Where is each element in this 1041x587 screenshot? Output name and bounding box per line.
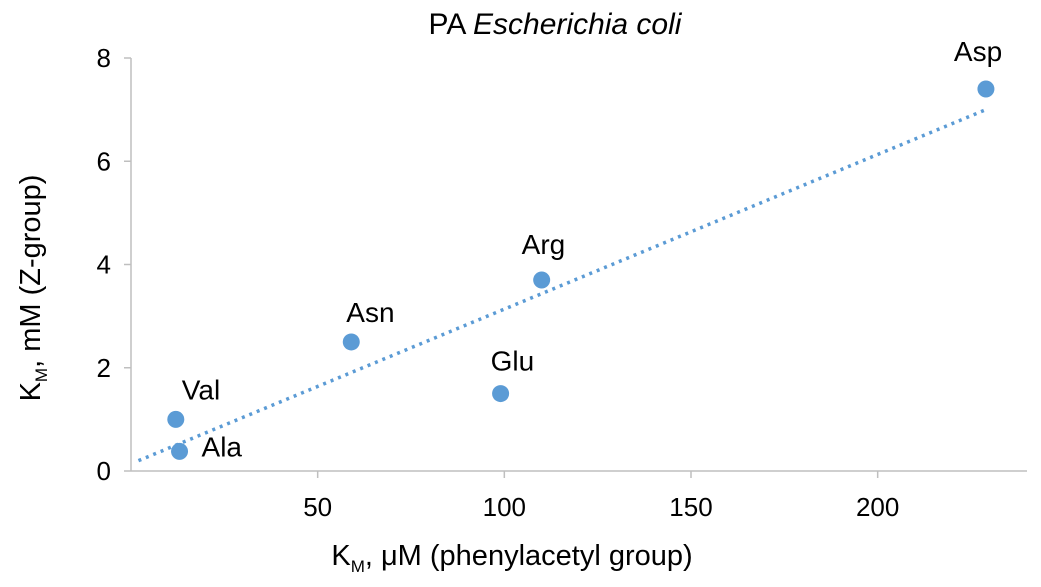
x-axis-label-rest: , μM (phenylacetyl group) (365, 540, 693, 572)
point-label-glu: Glu (491, 346, 535, 377)
y-axis-label-rest: , mM (Z-group) (15, 175, 47, 368)
x-tick-label: 50 (303, 492, 332, 522)
point-label-val: Val (182, 374, 220, 405)
point-labels: Val Ala Asn Glu Arg Asp (182, 36, 1002, 462)
data-point-asn (342, 333, 360, 351)
data-point-asp (977, 80, 995, 98)
data-point-ala (171, 442, 189, 460)
point-label-asp: Asp (954, 36, 1002, 67)
x-axis-label-sub: M (351, 557, 365, 576)
y-ticks: 0 2 4 6 8 (97, 43, 131, 486)
data-point-val (167, 410, 185, 428)
y-axis-label: KM, mM (Z-group) (15, 175, 51, 402)
x-tick-label: 150 (669, 492, 712, 522)
x-axis-label-main: K (331, 540, 351, 572)
x-tick-label: 200 (856, 492, 899, 522)
y-axis-label-sub: M (32, 368, 51, 382)
data-point-arg (533, 271, 551, 289)
y-tick-label: 8 (97, 43, 111, 73)
y-axis-label-main: K (15, 381, 47, 401)
x-ticks: 50 100 150 200 (303, 471, 899, 522)
data-points (167, 80, 995, 460)
y-tick-label: 0 (97, 456, 111, 486)
chart-title-organism: Escherichia coli (473, 8, 683, 41)
x-tick-label: 100 (483, 492, 526, 522)
y-tick-label: 4 (97, 250, 111, 280)
trend-line (137, 108, 987, 463)
data-point-glu (492, 385, 510, 403)
y-tick-label: 2 (97, 353, 111, 383)
x-axis-label: KM, μM (phenylacetyl group) (331, 540, 692, 576)
point-label-arg: Arg (522, 229, 566, 260)
y-tick-label: 6 (97, 146, 111, 176)
point-label-asn: Asn (346, 297, 394, 328)
chart-title-prefix: PA (429, 8, 473, 41)
point-label-ala: Ala (202, 431, 243, 462)
chart-title: PA Escherichia coli (429, 8, 683, 41)
